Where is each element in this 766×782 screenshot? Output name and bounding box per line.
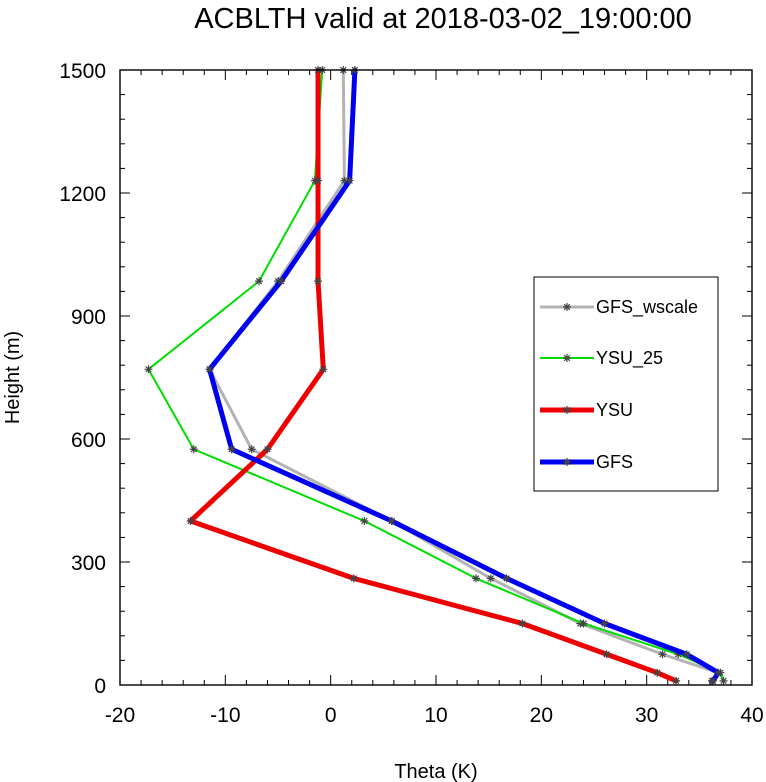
series-ysu [186, 66, 681, 685]
data-point [714, 668, 723, 677]
data-point [579, 619, 588, 628]
y-tick-label: 0 [94, 675, 106, 698]
data-point [314, 176, 323, 185]
y-tick-label: 300 [71, 552, 106, 575]
legend-marker [563, 354, 571, 362]
x-tick-label: 40 [740, 704, 763, 727]
data-point [600, 619, 609, 628]
x-axis-label: Theta (K) [394, 761, 477, 782]
data-point [387, 517, 396, 525]
data-point [472, 574, 481, 583]
plot-frame [119, 69, 753, 686]
data-point [247, 445, 256, 454]
legend-marker [563, 458, 571, 466]
chart-title: ACBLTH valid at 2018-03-02_19:00:00 [194, 3, 692, 35]
data-point [255, 277, 264, 286]
x-tick-label: 30 [635, 704, 658, 727]
y-tick-label: 900 [71, 306, 106, 329]
legend: GFS_wscale YSU_25 YSU GFS [533, 276, 719, 492]
data-point [682, 650, 691, 659]
legend-marker [563, 406, 571, 414]
legend-label: YSU [596, 400, 633, 420]
y-axis-label: Height (m) [2, 331, 24, 424]
legend-marker [563, 303, 571, 311]
x-tick-label: -20 [105, 704, 135, 727]
x-tick-label: 10 [424, 704, 447, 727]
x-tick-label: 20 [530, 704, 553, 727]
data-point [349, 574, 358, 583]
legend-entry: YSU_25 [540, 348, 663, 369]
x-tick-label: 0 [325, 704, 337, 727]
data-point [674, 650, 683, 659]
legend-label: YSU_25 [596, 348, 663, 369]
legend-entry: GFS [540, 452, 633, 472]
legend-label: GFS [596, 452, 633, 472]
data-point [345, 176, 354, 185]
y-tick-label: 1500 [59, 60, 106, 83]
legend-entry: YSU [540, 400, 633, 420]
data-point [186, 517, 195, 525]
tick-labels: -20 -10 0 10 20 30 40 0 300 600 900 1200 1500 [59, 60, 763, 727]
data-point [205, 365, 214, 374]
data-point [144, 365, 153, 374]
legend-entry: GFS_wscale [540, 297, 698, 318]
data-point [189, 445, 198, 454]
data-point [360, 517, 369, 525]
data-point [263, 445, 272, 454]
data-point [227, 445, 236, 454]
data-point [486, 574, 495, 583]
data-point [672, 676, 681, 685]
data-point [653, 668, 662, 677]
data-point [319, 365, 328, 374]
legend-label: GFS_wscale [596, 297, 698, 318]
data-point [314, 277, 323, 286]
x-tick-label: -10 [210, 704, 240, 727]
data-point [709, 676, 718, 685]
series-gfs [205, 66, 723, 685]
data-point [602, 650, 611, 659]
data-point [719, 676, 728, 685]
data-point [658, 650, 667, 659]
data-point [502, 574, 511, 583]
y-tick-label: 600 [71, 429, 106, 452]
data-point [277, 277, 286, 286]
data-point [518, 619, 527, 628]
y-tick-label: 1200 [59, 183, 106, 206]
legend-box [533, 276, 719, 492]
series-layer [144, 66, 728, 685]
data-point [340, 176, 349, 185]
